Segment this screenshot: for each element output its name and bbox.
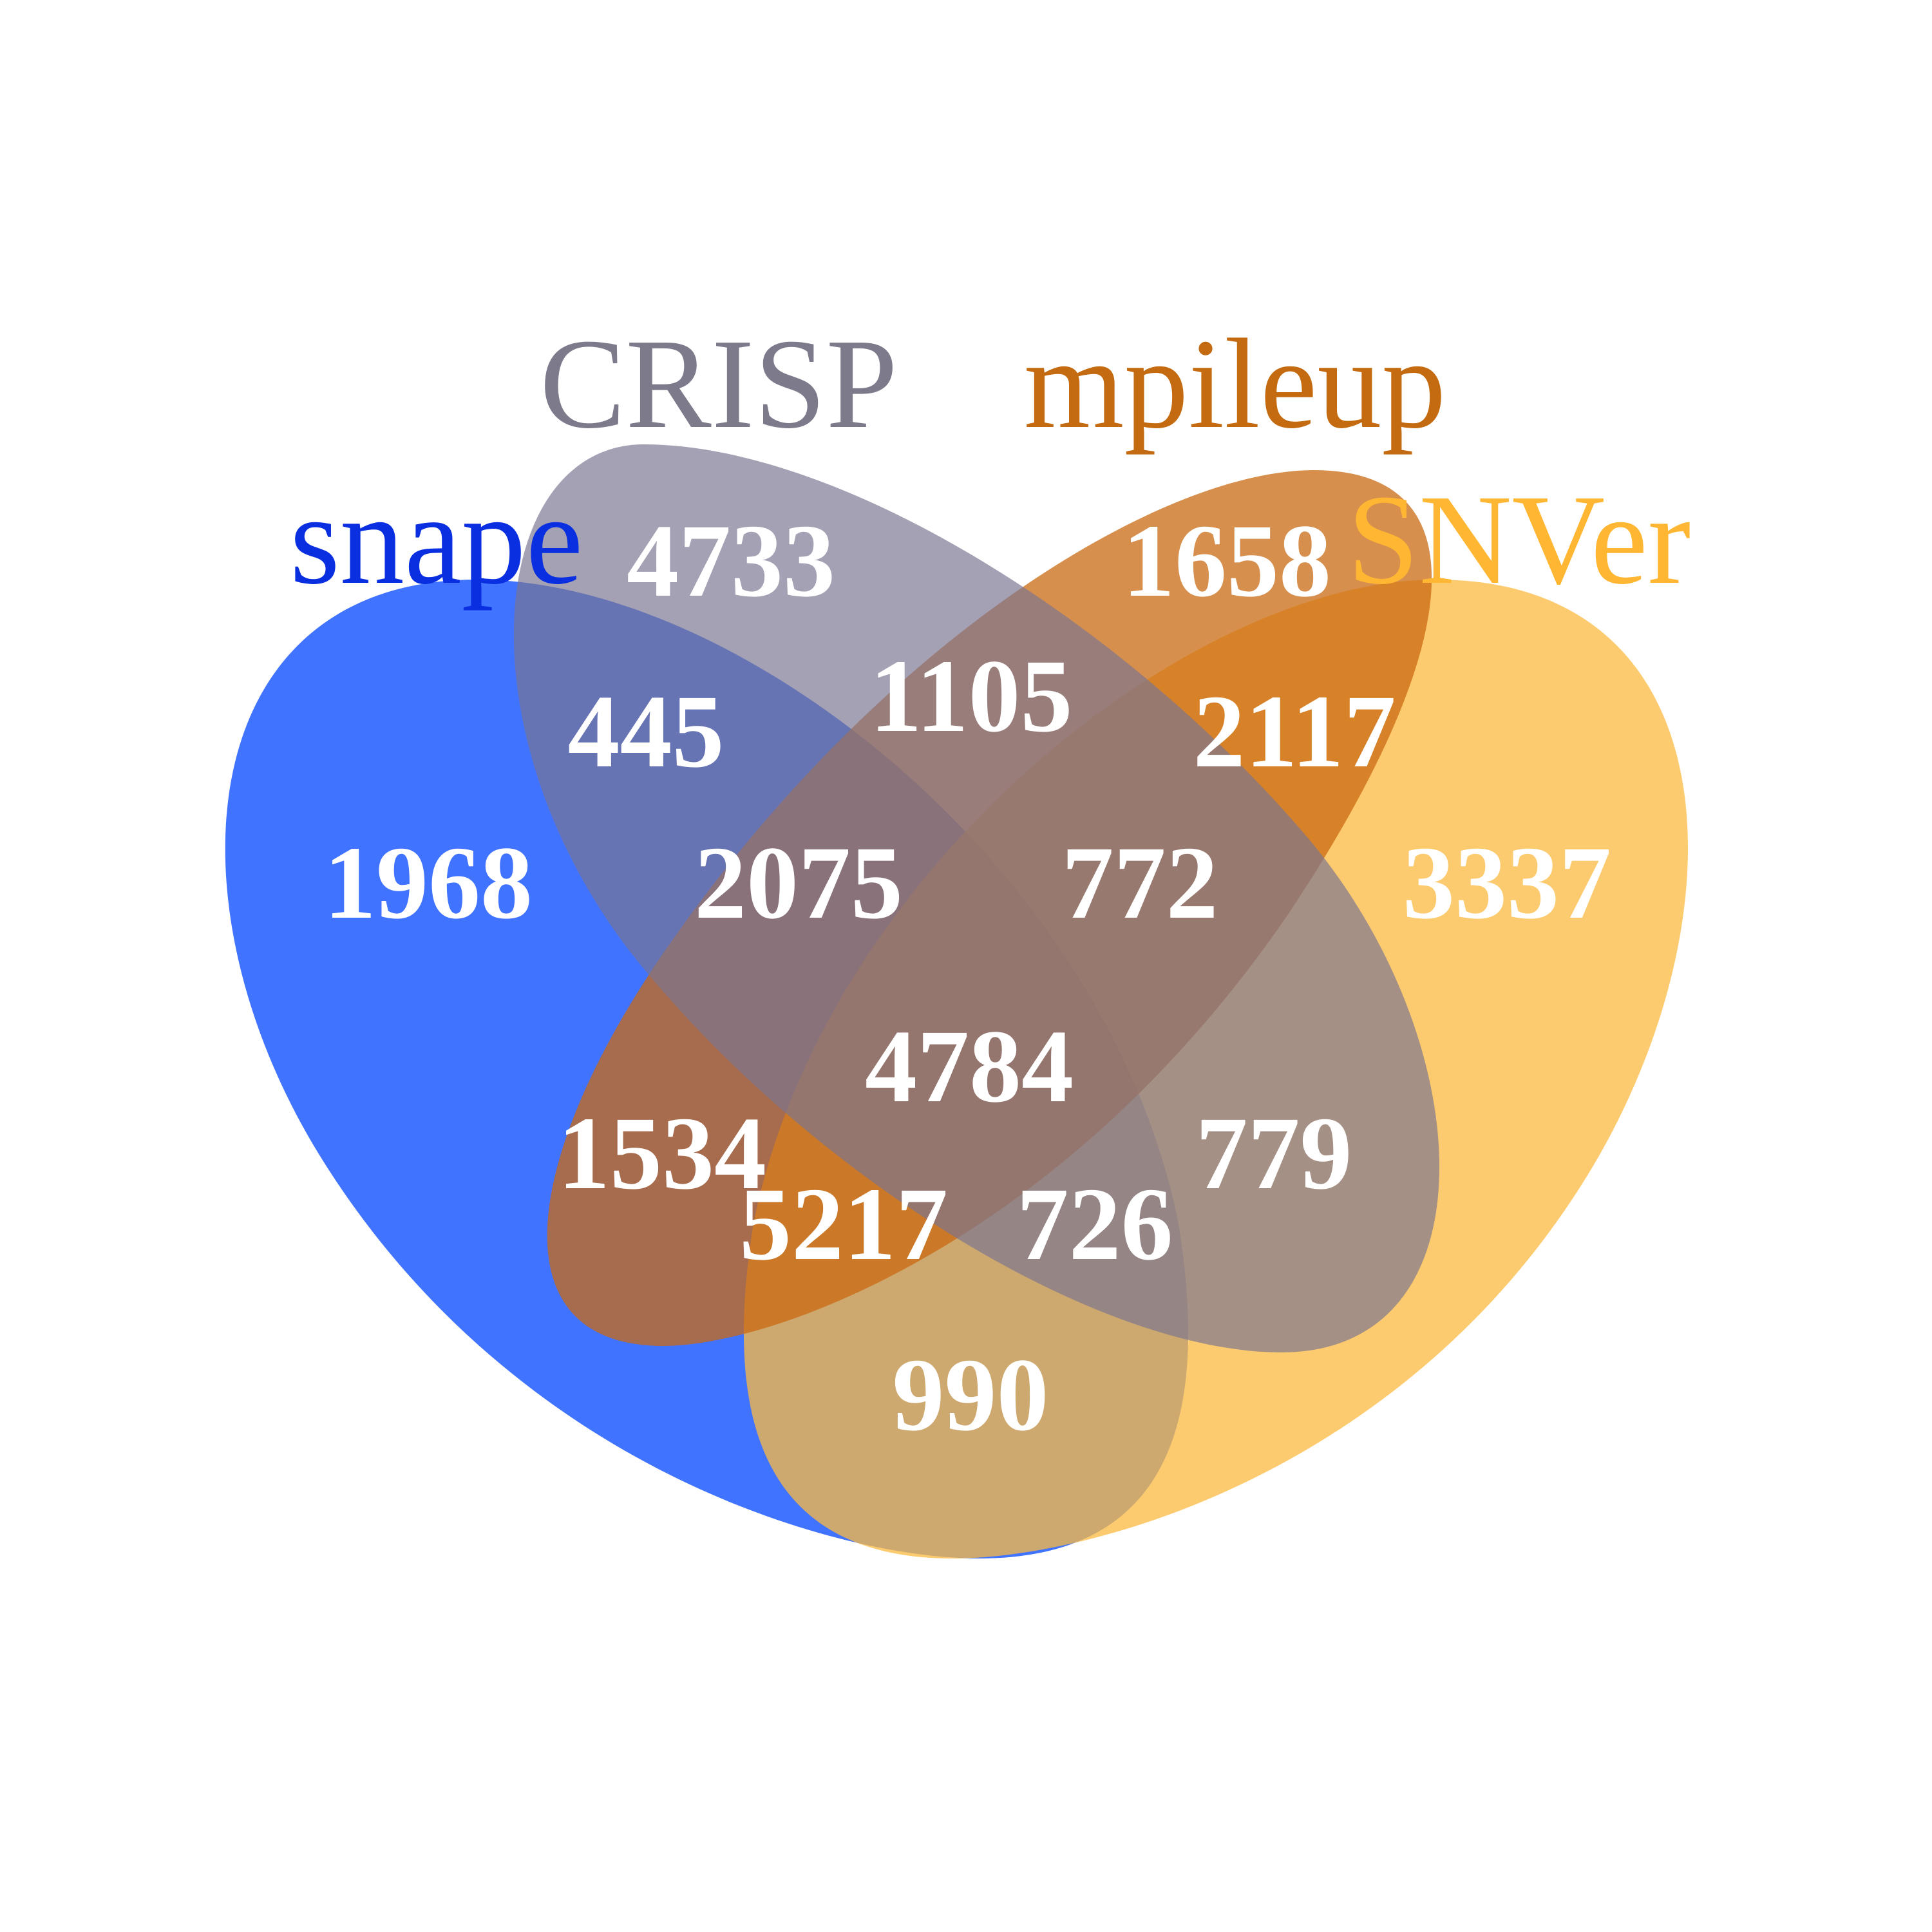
region-count-snver-only: 3337 bbox=[1403, 826, 1611, 941]
region-count-snape-crisp-snver: 726 bbox=[1017, 1167, 1173, 1282]
set-label-crisp: CRISP bbox=[540, 313, 898, 455]
region-count-mpileup-only: 1658 bbox=[1122, 504, 1331, 619]
region-count-snape-only: 1968 bbox=[324, 826, 533, 941]
region-count-mpileup-snver: 2117 bbox=[1193, 674, 1396, 790]
set-ellipse-crisp bbox=[513, 444, 1440, 1352]
region-count-snape-mpileup-snver: 5217 bbox=[739, 1167, 948, 1282]
region-count-snape-crisp-mpileup: 2075 bbox=[694, 826, 903, 941]
region-count-snape-mpileup: 1534 bbox=[558, 1096, 766, 1211]
region-count-all-four: 4784 bbox=[865, 1009, 1074, 1124]
region-count-crisp-snver: 779 bbox=[1196, 1096, 1352, 1211]
region-count-crisp-mpileup-snver: 772 bbox=[1062, 826, 1218, 941]
set-label-snape: snape bbox=[290, 469, 583, 611]
region-count-crisp-mpileup: 1105 bbox=[869, 639, 1072, 754]
set-label-snver: SNVer bbox=[1347, 469, 1690, 611]
region-count-crisp-only: 4733 bbox=[627, 504, 835, 619]
region-count-snape-crisp: 445 bbox=[568, 674, 724, 790]
region-count-snape-snver: 990 bbox=[893, 1338, 1049, 1453]
set-label-mpileup: mpileup bbox=[1024, 313, 1446, 455]
